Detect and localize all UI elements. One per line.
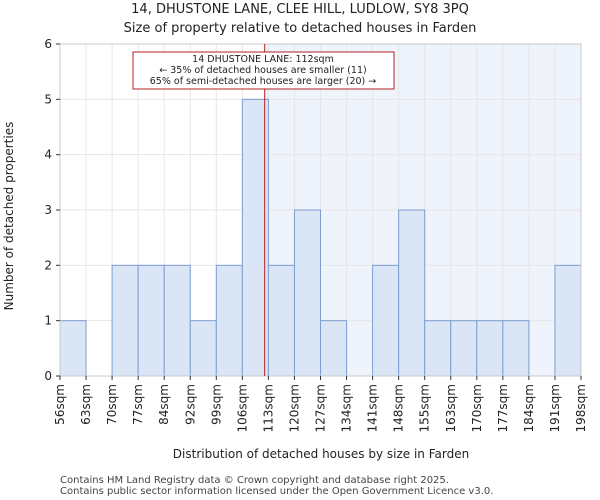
bar-113sqm — [267, 264, 295, 377]
x-tick-label: 106sqm — [235, 384, 249, 432]
y-axis-label: Number of detached properties — [2, 122, 16, 311]
bar-99sqm — [215, 264, 243, 377]
bars — [59, 98, 582, 377]
x-tick-label: 99sqm — [209, 384, 223, 425]
bar-155sqm — [424, 320, 452, 377]
x-tick-label: 113sqm — [261, 384, 275, 432]
x-tick-label: 163sqm — [444, 384, 458, 432]
y-tick-label: 4 — [44, 148, 52, 162]
y-tick-label: 2 — [44, 258, 52, 272]
bar-92sqm — [189, 320, 217, 377]
footer-line-2: Contains public sector information licen… — [60, 486, 493, 497]
bar-77sqm — [137, 264, 165, 377]
bar-148sqm — [398, 209, 426, 377]
x-tick-label: 191sqm — [548, 384, 562, 432]
x-tick-label: 177sqm — [496, 384, 510, 432]
bar-141sqm — [372, 264, 400, 377]
x-ticks: 56sqm 63sqm 70sqm 77sqm 84sqm 92sqm 99sqm 106sq… — [53, 376, 588, 432]
chart-title: 14, DHUSTONE LANE, CLEE HILL, LUDLOW, SY… — [131, 2, 469, 17]
x-tick-label: 92sqm — [183, 384, 197, 425]
x-tick-label: 56sqm — [53, 384, 67, 425]
x-tick-label: 148sqm — [392, 384, 406, 432]
bar-120sqm — [293, 209, 322, 377]
y-tick-label: 0 — [44, 369, 52, 383]
bar-170sqm — [476, 320, 504, 377]
x-axis-label: Distribution of detached houses by size … — [173, 447, 469, 461]
bar-177sqm — [502, 320, 530, 377]
y-tick-label: 6 — [44, 37, 52, 51]
x-tick-label: 70sqm — [105, 384, 119, 425]
bar-163sqm — [450, 320, 478, 377]
chart-subtitle: Size of property relative to detached ho… — [124, 21, 477, 36]
annotation-box: 14 DHUSTONE LANE: 112sqm ← 35% of detach… — [132, 51, 395, 90]
x-tick-label: 63sqm — [79, 384, 93, 425]
bar-191sqm — [554, 264, 582, 377]
x-tick-label: 141sqm — [366, 384, 380, 432]
annotation-line-1: 14 DHUSTONE LANE: 112sqm — [192, 54, 334, 65]
x-tick-label: 184sqm — [522, 384, 536, 432]
x-tick-label: 155sqm — [418, 384, 432, 432]
x-tick-label: 127sqm — [314, 384, 328, 432]
x-tick-label: 84sqm — [157, 384, 171, 425]
x-tick-label: 134sqm — [340, 384, 354, 432]
x-tick-label: 120sqm — [287, 384, 301, 432]
y-tick-label: 3 — [44, 203, 52, 217]
bar-127sqm — [320, 320, 348, 377]
y-ticks: 0 1 2 3 4 5 6 — [44, 37, 60, 383]
x-tick-label: 77sqm — [131, 384, 145, 425]
annotation-line-2: ← 35% of detached houses are smaller (11… — [159, 65, 366, 76]
x-tick-label: 170sqm — [470, 384, 484, 432]
annotation-frame — [132, 51, 395, 90]
annotation-line-3: 65% of semi-detached houses are larger (… — [150, 76, 377, 87]
bar-70sqm — [111, 264, 139, 377]
bar-84sqm — [163, 264, 191, 377]
x-tick-label: 198sqm — [574, 384, 588, 432]
y-tick-label: 5 — [44, 92, 52, 106]
y-tick-label: 1 — [44, 314, 52, 328]
bar-56sqm — [59, 320, 87, 377]
footer-line-1: Contains HM Land Registry data © Crown c… — [60, 475, 449, 486]
